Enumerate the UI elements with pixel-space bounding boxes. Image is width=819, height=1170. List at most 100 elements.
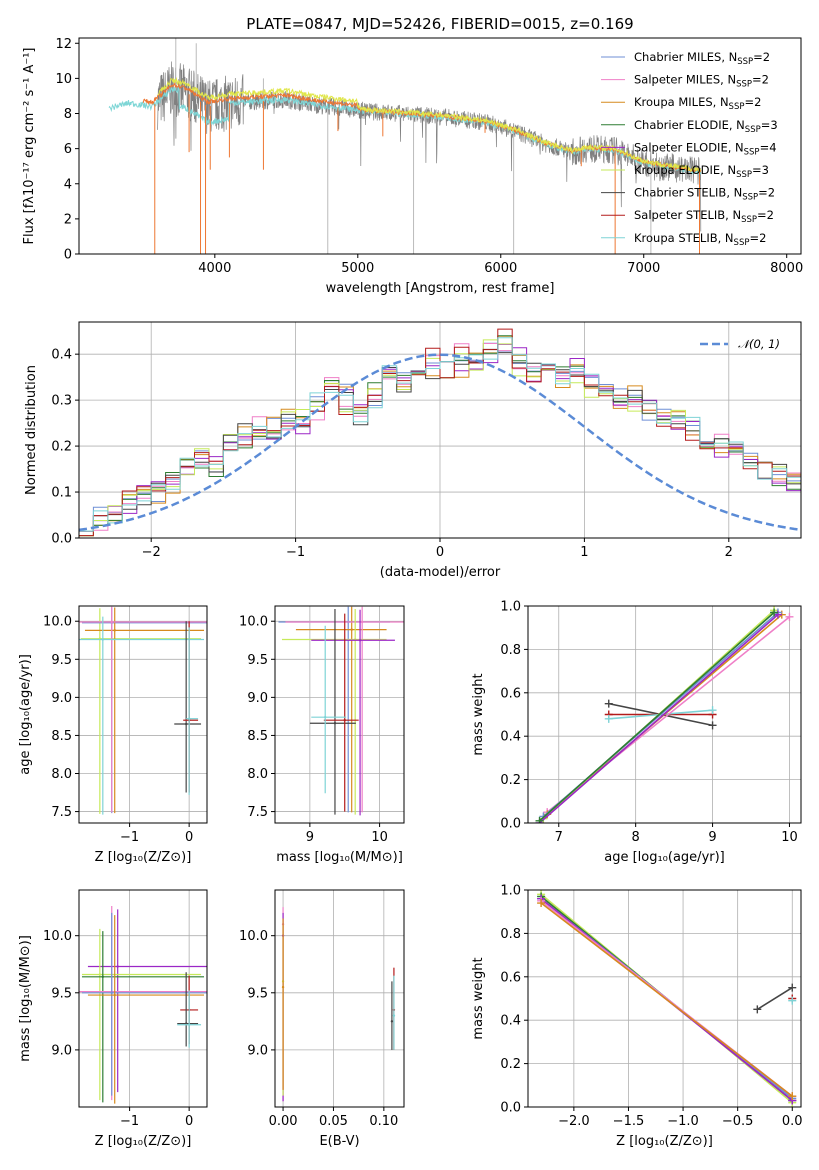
legend-sub: SSP (745, 125, 761, 135)
y-tick-label: 2 (64, 212, 72, 227)
legend-suffix: =2 (752, 73, 769, 87)
weight-lines (537, 890, 797, 1107)
panel-spectrum: 4000 5000 6000 7000 8000 0 2 4 6 8 10 12 wavelength … (22, 15, 803, 296)
y-tick-label: 9.5 (247, 986, 268, 1001)
legend-entry: Kroupa STELIB, NSSP=2 (634, 231, 766, 248)
data-point (101, 638, 105, 641)
weight-lines (535, 606, 794, 823)
panel-age-vs-mass: 9 10 7.5 8.0 8.5 9.0 9.5 10.0 mass [log₁₀(M/M⊙)] (239, 605, 405, 865)
y-tick-label: 0.1 (51, 486, 72, 501)
x-axis-label: Z [log₁₀(Z/Z⊙)] (95, 850, 192, 865)
x-tick-label: 0.10 (369, 1114, 398, 1129)
y-tick-label: 8 (64, 107, 72, 122)
y-tick-label: 1.0 (500, 884, 521, 899)
data-point (101, 975, 105, 978)
legend-entry: Kroupa ELODIE, NSSP=3 (634, 163, 769, 180)
y-tick-label: 4 (64, 177, 72, 192)
plot-frame (274, 889, 405, 1108)
y-axis-label: age [log₁₀(age/yr)] (18, 654, 33, 775)
y-tick-label: 9.5 (247, 653, 268, 668)
y-tick-label: 0.6 (500, 970, 521, 985)
x-tick-label: 8000 (770, 261, 803, 276)
data-point (110, 620, 113, 624)
y-tick-label: 0.0 (500, 1101, 521, 1116)
plot-frame (527, 889, 802, 1108)
y-tick-label: 6 (64, 142, 72, 157)
weight-marker (788, 1092, 797, 1101)
weight-line (538, 614, 779, 823)
histogram-series (79, 343, 801, 537)
panel-weight-vs-age: 7 8 9 10 0.0 0.2 0.4 0.6 0.8 1.0 age [log₁₀(age/yr… (471, 600, 802, 865)
y-tick-label: 10.0 (43, 615, 72, 630)
y-tick-label: 0.4 (51, 348, 72, 363)
legend-sub: SSP (744, 147, 760, 157)
x-tick-label: 2 (725, 545, 733, 560)
x-axis-label: mass [log₁₀(M/M⊙)] (276, 850, 403, 865)
x-tick-label: −1.5 (613, 1114, 645, 1129)
x-tick-label: −2 (142, 545, 161, 560)
legend-label: Chabrier STELIB, N (634, 186, 742, 200)
plot-frame (78, 37, 802, 255)
y-tick-label: 0.8 (500, 643, 521, 658)
y-tick-label: 0.0 (51, 532, 72, 547)
chart-title: PLATE=0847, MJD=52426, FIBERID=0015, z=0… (246, 15, 633, 33)
weight-marker (708, 721, 717, 730)
legend-label: Kroupa ELODIE, N (634, 163, 736, 177)
legend-entry: Salpeter MILES, NSSP=2 (634, 73, 769, 90)
observed-spectrum (157, 61, 702, 232)
legend-entry: Kroupa MILES, NSSP=2 (634, 95, 761, 112)
legend-label: Chabrier MILES, N (634, 50, 737, 64)
y-tick-label: 10 (55, 72, 72, 87)
data-point (333, 722, 337, 725)
legend-label: Salpeter MILES, N (634, 73, 736, 87)
y-tick-label: 9.0 (51, 691, 72, 706)
spectrum-lines (108, 38, 702, 254)
x-axis-label: age [log₁₀(age/yr)] (604, 850, 725, 865)
y-tick-label: 10.0 (239, 615, 268, 630)
data-point (360, 620, 364, 624)
y-tick-label: 0.4 (500, 1014, 521, 1029)
weight-marker (770, 608, 779, 617)
model-spectrum (157, 76, 702, 173)
x-tick-label: 10 (371, 830, 388, 845)
histogram-series (79, 335, 801, 532)
y-axis-label: Flux [fλ10⁻¹⁷ erg cm⁻² s⁻¹ A⁻¹] (22, 48, 37, 245)
x-tick-label: 0 (185, 1114, 193, 1129)
y-tick-label: 0 (64, 248, 72, 263)
data-point (116, 965, 119, 968)
weight-line (756, 986, 793, 1011)
weight-marker (788, 996, 797, 1005)
histogram-series (79, 328, 801, 537)
x-axis-label: Z [log₁₀(Z/Z⊙)] (616, 1134, 713, 1149)
x-tick-label: 0 (185, 830, 193, 845)
y-tick-label: 8.5 (51, 729, 72, 744)
legend-suffix: =2 (757, 208, 774, 222)
x-tick-label: 0.00 (269, 1114, 298, 1129)
error-bars (79, 606, 207, 815)
x-axis-label: Z [log₁₀(Z/Z⊙)] (95, 1134, 192, 1149)
y-tick-label: 8.0 (247, 767, 268, 782)
x-tick-label: −2.0 (558, 1114, 590, 1129)
y-tick-label: 9.5 (51, 653, 72, 668)
y-tick-label: 0.2 (500, 1057, 521, 1072)
legend-sub: SSP (741, 215, 757, 225)
data-point (184, 722, 188, 726)
panel-weight-vs-z: −2.0 −1.5 −1.0 −0.5 0.0 0.0 0.2 0.4 0.6 0.8 1.0 Z [… (471, 884, 803, 1150)
data-point (113, 993, 116, 997)
legend-label: Kroupa STELIB, N (634, 231, 734, 245)
x-axis-label: (data-model)/error (380, 565, 501, 580)
plot-frame (78, 321, 802, 539)
y-tick-label: 9.5 (51, 986, 72, 1001)
x-tick-label: −1 (120, 1114, 139, 1129)
legend-label: Salpeter ELODIE, N (634, 140, 744, 154)
weight-marker (535, 816, 544, 823)
plot-frame (78, 605, 208, 824)
error-bars (79, 905, 207, 1104)
legend-sub: SSP (736, 170, 752, 180)
legend-sub: SSP (734, 238, 750, 248)
legend-sub: SSP (737, 57, 753, 67)
data-point (390, 1020, 394, 1023)
histogram-series (79, 343, 801, 532)
